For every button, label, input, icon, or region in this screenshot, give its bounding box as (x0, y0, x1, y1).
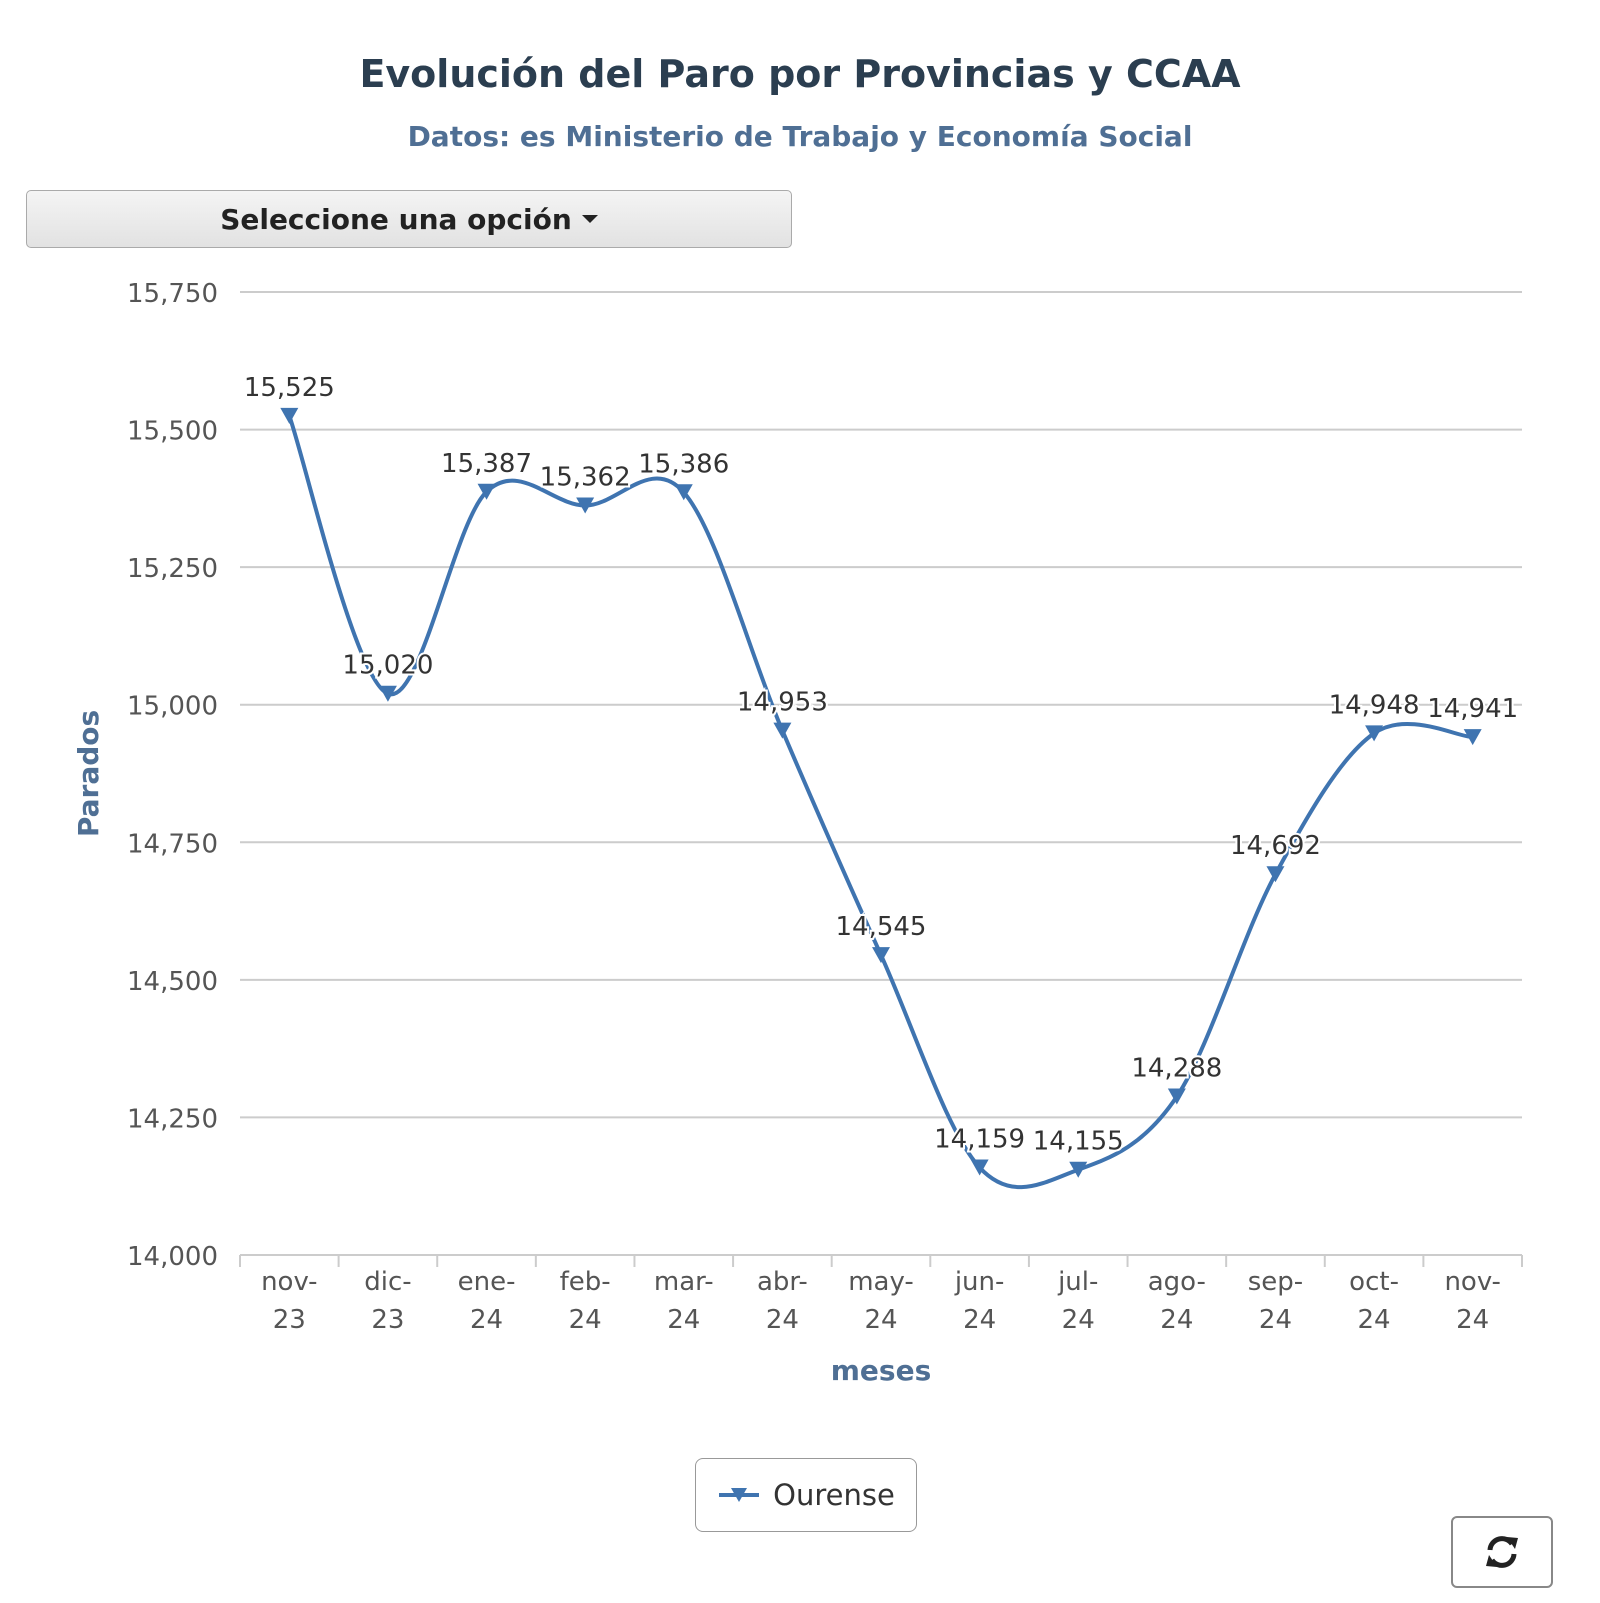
x-tick-label: dic- (364, 1267, 411, 1297)
data-label: 15,020 (342, 651, 433, 681)
y-axis-title: Parados (72, 710, 105, 837)
x-tick-label: 24 (1358, 1305, 1391, 1335)
legend-marker-icon (719, 1488, 760, 1502)
data-label: 14,692 (1230, 831, 1321, 861)
data-label: 14,155 (1033, 1127, 1124, 1157)
data-label: 15,386 (638, 449, 729, 479)
data-label: 14,948 (1329, 690, 1420, 720)
data-label: 14,953 (737, 688, 828, 718)
x-tick-label: nov- (1444, 1267, 1500, 1297)
data-point-marker (1069, 1161, 1088, 1178)
data-point-marker (872, 947, 890, 964)
x-tick-label: ago- (1148, 1267, 1206, 1297)
data-label: 14,545 (836, 912, 927, 942)
x-tick-label: 24 (963, 1305, 996, 1335)
x-tick-label: jul- (1057, 1267, 1098, 1297)
y-tick-label: 15,250 (127, 554, 218, 584)
x-tick-label: ene- (458, 1267, 516, 1297)
x-tick-label: feb- (560, 1267, 611, 1297)
legend-item-ourense[interactable]: Ourense (695, 1458, 917, 1532)
data-label: 15,362 (540, 463, 631, 493)
caret-down-icon (581, 215, 598, 223)
x-axis-title: meses (831, 1354, 932, 1387)
x-tick-label: sep- (1248, 1267, 1303, 1297)
data-label: 15,387 (441, 449, 532, 479)
y-tick-label: 15,500 (127, 417, 218, 447)
data-point-marker (1365, 725, 1384, 742)
data-point-marker (1463, 729, 1482, 746)
data-point-marker (477, 483, 496, 500)
series-line-ourense (287, 415, 1473, 1190)
data-point-marker (378, 685, 397, 702)
data-label: 14,159 (934, 1125, 1025, 1155)
x-tick-label: 24 (1456, 1305, 1489, 1335)
data-label: 15,525 (244, 373, 335, 403)
x-tick-label: 23 (371, 1305, 404, 1335)
data-point-marker (280, 407, 299, 424)
legend-label: Ourense (773, 1478, 895, 1512)
y-tick-label: 14,000 (127, 1242, 218, 1272)
x-tick-label: 24 (864, 1305, 897, 1335)
option-dropdown[interactable]: Seleccione una opción (26, 190, 792, 248)
data-label: 14,941 (1427, 694, 1518, 724)
x-tick-label: jun- (954, 1267, 1005, 1297)
data-point-marker (970, 1159, 989, 1176)
x-tick-label: may- (848, 1267, 914, 1297)
x-tick-label: 24 (667, 1305, 700, 1335)
data-point-marker (1266, 866, 1285, 883)
x-tick-label: nov- (261, 1267, 317, 1297)
x-tick-label: 24 (1062, 1305, 1095, 1335)
data-point-marker (1167, 1088, 1186, 1105)
x-tick-label: 24 (569, 1305, 602, 1335)
x-tick-label: mar- (654, 1267, 714, 1297)
refresh-button[interactable] (1451, 1516, 1553, 1588)
data-point-marker (773, 722, 792, 739)
refresh-icon (1486, 1536, 1518, 1568)
chart-title: Evolución del Paro por Provincias y CCAA (359, 52, 1241, 96)
y-tick-label: 14,250 (127, 1104, 218, 1134)
chart-subtitle: Datos: es Ministerio de Trabajo y Econom… (407, 120, 1193, 153)
x-tick-label: oct- (1349, 1267, 1399, 1297)
x-tick-label: 24 (766, 1305, 799, 1335)
dropdown-label: Seleccione una opción (220, 202, 572, 236)
x-tick-label: 24 (1259, 1305, 1292, 1335)
x-tick-label: 24 (470, 1305, 503, 1335)
x-tick-label: 23 (273, 1305, 306, 1335)
data-point-marker (674, 484, 693, 501)
y-tick-label: 14,500 (127, 967, 218, 997)
x-tick-label: abr- (757, 1267, 808, 1297)
y-tick-label: 15,000 (127, 692, 218, 722)
y-tick-label: 15,750 (127, 279, 218, 309)
y-tick-label: 14,750 (127, 829, 218, 859)
x-tick-label: 24 (1160, 1305, 1193, 1335)
data-label: 14,288 (1131, 1054, 1222, 1084)
data-point-marker (576, 497, 595, 514)
